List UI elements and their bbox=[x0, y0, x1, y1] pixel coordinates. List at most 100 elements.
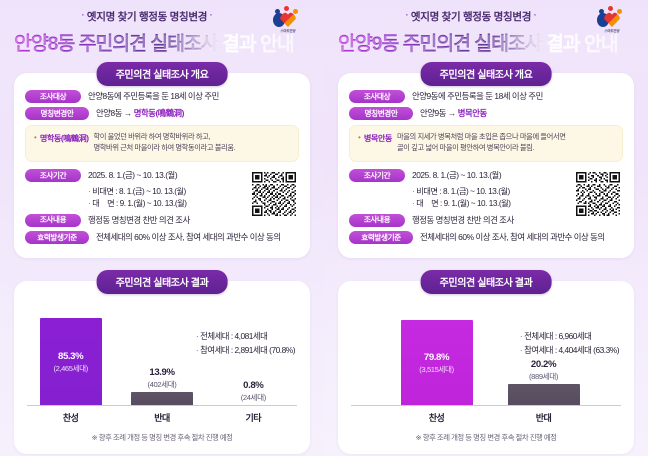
page-title: 안양8동 주민의견 실태조사 결과 안내 bbox=[14, 27, 310, 56]
overview-row-content: 조사내용 행정동 명칭변경 찬반 의견 조사 bbox=[25, 213, 245, 227]
overview-row-period: 조사기간 2025. 8. 1.(금) ~ 10. 13.(월) bbox=[349, 169, 569, 183]
value-rename: 안양9동 → 병목안동 bbox=[420, 107, 487, 119]
summary-participation-text: 참여세대 : 2,891세대 (70.8%) bbox=[200, 344, 295, 355]
summary-participation: · 참여세대 : 2,891세대 (70.8%) bbox=[196, 344, 296, 357]
bar-count-agree: (2,465세대) bbox=[53, 363, 88, 373]
card-anyang9dong: · 옛지명 찾기 행정동 명칭변경 · 안양9동 주민의견 실태조사 결과 안내… bbox=[324, 0, 648, 456]
qr-code-svg bbox=[576, 172, 620, 217]
period-sub-2: 대 면 : 9. 1.(월) ~ 10. 13.(월) bbox=[92, 199, 187, 209]
value-target: 안양9동에 주민등록을 둔 18세 이상 주민 bbox=[412, 91, 543, 101]
rename-from: 안양9동 bbox=[420, 108, 446, 119]
logo-mark-icon bbox=[597, 6, 627, 27]
bullet-icon: · bbox=[195, 331, 199, 342]
result-panel: 주민의견 실태조사 결과 · 전체세대 : 6,960세대 · 참여세대 : 4,4… bbox=[338, 270, 634, 455]
result-heading: 주민의견 실태조사 결과 bbox=[420, 270, 552, 295]
note-line-1: 마을의 지세가 병목처럼 마을 초입은 좁으나 마을에 들어서면 bbox=[396, 132, 566, 142]
period-sublines: · 비대면 : 8. 1.(금) ~ 10. 13.(월) · 대 면 : 9. 1… bbox=[412, 186, 569, 209]
overview-row-effect: 효력발생기준 전체세대의 60% 이상 조사, 참여 세대의 과반수 이상 동의 bbox=[25, 230, 299, 245]
bar-labels-etc: 0.8% (24세대) bbox=[208, 380, 299, 403]
period-sublines: · 비대면 : 8. 1.(금) ~ 10. 13.(월) · 대 면 : 9. 1… bbox=[88, 186, 245, 209]
logo-caption: 스마트안양 bbox=[604, 29, 620, 33]
bar-oppose bbox=[130, 392, 193, 407]
label-pill-content: 조사내용 bbox=[25, 213, 81, 227]
summary-participation-text: 참여세대 : 4,404세대 (63.3%) bbox=[524, 344, 619, 355]
bar-group: 85.3% (2,465세대) 13.9% (402세대) 0.8% bbox=[25, 302, 299, 407]
origin-note-box: • 병목안동 마을의 지세가 병목처럼 마을 초입은 좁으나 마을에 들어서면 … bbox=[349, 125, 623, 163]
overview-row-target: 조사대상 안양8동에 주민등록을 둔 18세 이상 주민 bbox=[25, 90, 299, 104]
value-content: 행정동 명칭변경 찬반 의견 조사 bbox=[412, 214, 514, 225]
x-label-agree: 찬성 bbox=[62, 413, 79, 424]
bullet-dot-icon: · bbox=[81, 10, 85, 20]
x-axis-labels: 찬성 반대 bbox=[349, 411, 623, 424]
overview-row-content: 조사내용 행정동 명칭변경 찬반 의견 조사 bbox=[349, 213, 569, 227]
overview-row-target: 조사대상 안양9동에 주민등록을 둔 18세 이상 주민 bbox=[349, 90, 623, 104]
bar-value-etc: 0.8% bbox=[243, 380, 264, 392]
label-pill-target: 조사대상 bbox=[25, 90, 81, 104]
value-effect: 전체세대의 60% 이상 조사, 참여 세대의 과반수 이상 동의 bbox=[96, 231, 281, 242]
value-period: 2025. 8. 1.(금) ~ 10. 13.(월) bbox=[88, 170, 178, 181]
rename-from: 안양8동 bbox=[96, 108, 122, 119]
anyang-city-logo: 스마트안양 bbox=[596, 6, 628, 36]
card-anyang8dong: · 옛지명 찾기 행정동 명칭변경 · 안양8동 주민의견 실태조사 결과 안내… bbox=[0, 0, 324, 456]
overview-row-effect: 효력발생기준 전체세대의 60% 이상 조사, 참여 세대의 과반수 이상 동의 bbox=[349, 230, 623, 245]
arrow-icon: → bbox=[123, 108, 132, 119]
bullet-icon: · bbox=[412, 187, 415, 197]
result-heading: 주민의견 실태조사 결과 bbox=[96, 270, 228, 295]
anyang-city-logo: 스마트안양 bbox=[272, 6, 304, 36]
bullet-icon: • bbox=[34, 133, 37, 143]
bar-value-agree: 79.8% bbox=[423, 351, 450, 363]
summary-total-text: 전체세대 : 4,081세대 bbox=[200, 331, 268, 342]
overview-panel: 주민의견 실태조사 개요 조사대상 안양8동에 주민등록을 둔 18세 이상 주… bbox=[14, 62, 310, 259]
overview-row-period: 조사기간 2025. 8. 1.(금) ~ 10. 13.(월) bbox=[25, 169, 245, 183]
eyebrow-label: 옛지명 찾기 행정동 명칭변경 bbox=[410, 11, 532, 23]
summary-total-text: 전체세대 : 6,960세대 bbox=[524, 331, 592, 342]
note-line-2: 명학바위 근처 마을이라 하여 명학동이라고 불리움. bbox=[93, 143, 236, 153]
bullet-dot-icon: · bbox=[405, 10, 409, 20]
period-sub-2: 대 면 : 9. 1.(월) ~ 10. 13.(월) bbox=[416, 199, 511, 209]
qr-code-icon[interactable] bbox=[251, 171, 297, 218]
card-header: · 옛지명 찾기 행정동 명칭변경 · 안양8동 주민의견 실태조사 결과 안내… bbox=[14, 0, 310, 56]
bar-count-oppose: (402세대) bbox=[147, 380, 177, 390]
card-header: · 옛지명 찾기 행정동 명칭변경 · 안양9동 주민의견 실태조사 결과 안내… bbox=[338, 0, 634, 56]
title-rest: 주민의견 실태조사 결과 안내 bbox=[402, 33, 619, 55]
eyebrow-label: 옛지명 찾기 행정동 명칭변경 bbox=[86, 11, 208, 23]
origin-note-row: • 병목안동 마을의 지세가 병목처럼 마을 초입은 좁으나 마을에 들어서면 … bbox=[358, 132, 614, 154]
eyebrow-text: · 옛지명 찾기 행정동 명칭변경 · bbox=[338, 9, 634, 24]
note-line-2: 골이 깊고 넓어 마을이 평안하여 병목안이라 불림. bbox=[396, 143, 535, 153]
label-pill-effect: 효력발생기준 bbox=[349, 230, 413, 245]
bullet-dot-icon: · bbox=[533, 10, 537, 20]
result-footnote: ※ 향후 조례 개정 등 명칭 변경 후속 절차 진행 예정 bbox=[91, 433, 233, 443]
label-pill-period: 조사기간 bbox=[25, 169, 81, 183]
bar-labels-oppose: 13.9% (402세대) bbox=[116, 367, 207, 390]
logo-caption: 스마트안양 bbox=[280, 29, 296, 33]
qr-code-svg bbox=[252, 172, 296, 217]
bar-value-agree: 85.3% bbox=[58, 350, 84, 362]
bar-count-agree: (3,515세대) bbox=[419, 364, 454, 374]
x-label-oppose: 반대 bbox=[535, 413, 552, 424]
overview-row-rename: 명칭변경안 안양9동 → 병목안동 bbox=[349, 107, 623, 121]
summary-participation: · 참여세대 : 4,404세대 (63.3%) bbox=[520, 344, 620, 357]
rename-to: 명학동(鳴鶴洞) bbox=[133, 108, 185, 119]
origin-note-box: • 명학동(鳴鶴洞) 학이 울었던 바위라 하여 명학바위라 하고, 명학바위 … bbox=[25, 125, 299, 163]
overview-heading: 주민의견 실태조사 개요 bbox=[96, 62, 228, 86]
summary-total: · 전체세대 : 4,081세대 bbox=[196, 330, 295, 343]
overview-panel: 주민의견 실태조사 개요 조사대상 안양9동에 주민등록을 둔 18세 이상 주… bbox=[338, 62, 634, 259]
bullet-icon: · bbox=[88, 187, 91, 197]
label-pill-period: 조사기간 bbox=[349, 169, 405, 183]
result-panel: 주민의견 실태조사 결과 · 전체세대 : 4,081세대 · 참여세대 : 2,8… bbox=[14, 270, 310, 455]
arrow-icon: → bbox=[447, 108, 456, 119]
period-subline-offline: · 대 면 : 9. 1.(월) ~ 10. 13.(월) bbox=[412, 198, 569, 210]
note-line-1: 학이 울었던 바위라 하여 명학바위라 하고, bbox=[93, 132, 211, 142]
qr-code-icon[interactable] bbox=[575, 171, 621, 218]
title-dong-name: 안양8동 bbox=[14, 33, 75, 55]
bar-chart: · 전체세대 : 4,081세대 · 참여세대 : 2,891세대 (70.8%) … bbox=[25, 302, 299, 430]
bar-column-etc: 0.8% (24세대) bbox=[208, 302, 299, 407]
note-name: 병목안동 bbox=[363, 134, 393, 144]
bar-column-oppose: 20.2% (889세대) bbox=[490, 302, 597, 407]
origin-note-row: • 명학동(鳴鶴洞) 학이 울었던 바위라 하여 명학바위라 하고, 명학바위 … bbox=[34, 132, 290, 154]
value-content: 행정동 명칭변경 찬반 의견 조사 bbox=[88, 214, 190, 225]
x-label-etc: 기타 bbox=[245, 413, 262, 424]
bar-value-oppose: 20.2% bbox=[530, 359, 557, 371]
note-name: 명학동(鳴鶴洞) bbox=[39, 134, 89, 144]
result-footnote: ※ 향후 조례 개정 등 명칭 변경 후속 절차 진행 예정 bbox=[415, 433, 557, 443]
